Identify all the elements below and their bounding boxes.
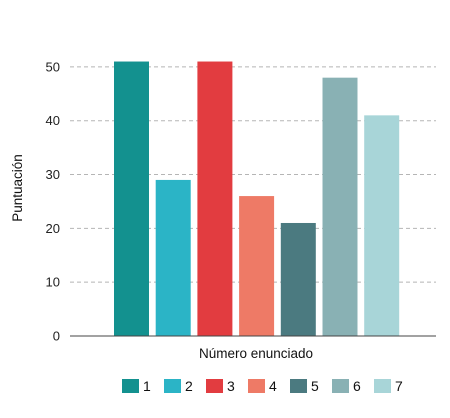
bar-4 xyxy=(239,196,275,336)
legend-label-1: 1 xyxy=(143,378,151,394)
bar-7 xyxy=(364,115,400,336)
y-tick-label: 10 xyxy=(46,275,60,290)
y-tick-label: 0 xyxy=(53,329,60,344)
bar-6 xyxy=(322,77,358,336)
y-tick-label: 20 xyxy=(46,221,60,236)
legend-swatch-6 xyxy=(332,379,349,393)
bar-2 xyxy=(155,179,191,336)
bars xyxy=(114,61,400,336)
legend: 1 2 3 4 5 6 7 xyxy=(122,378,403,394)
legend-swatch-5 xyxy=(290,379,307,393)
y-tick-label: 30 xyxy=(46,167,60,182)
x-axis-title: Número enunciado xyxy=(199,346,313,361)
legend-swatch-4 xyxy=(248,379,265,393)
y-tick-label: 50 xyxy=(46,59,60,74)
legend-swatch-1 xyxy=(122,379,139,393)
bar-3 xyxy=(197,61,233,336)
bar-5 xyxy=(280,222,316,336)
legend-swatch-3 xyxy=(206,379,223,393)
legend-label-5: 5 xyxy=(311,378,319,394)
y-axis-ticks: 0 10 20 30 40 50 xyxy=(46,59,60,343)
legend-label-6: 6 xyxy=(353,378,361,394)
legend-swatch-7 xyxy=(374,379,391,393)
y-axis-title: Puntuación xyxy=(10,154,25,222)
legend-label-2: 2 xyxy=(185,378,193,394)
bar-1 xyxy=(114,61,149,336)
legend-label-3: 3 xyxy=(227,378,235,394)
legend-label-7: 7 xyxy=(395,378,403,394)
legend-swatch-2 xyxy=(164,379,181,393)
y-tick-label: 40 xyxy=(46,113,60,128)
legend-label-4: 4 xyxy=(269,378,277,394)
